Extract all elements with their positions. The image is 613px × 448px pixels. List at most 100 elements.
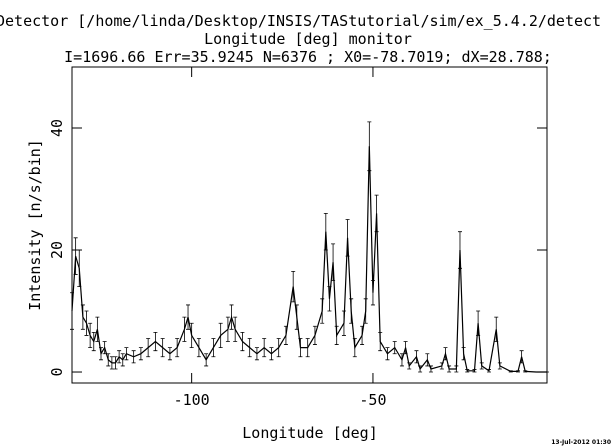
error-bar	[269, 347, 274, 361]
error-bar	[345, 219, 350, 257]
x-tick-label: -50	[359, 391, 386, 409]
error-bar	[291, 270, 296, 303]
error-bar	[327, 286, 332, 312]
error-bar	[407, 362, 412, 370]
error-bar	[113, 356, 118, 370]
error-bar	[95, 316, 100, 342]
error-bar	[486, 369, 491, 373]
y-tick-label: 20	[48, 241, 66, 259]
error-bar	[186, 304, 191, 330]
error-bar	[439, 362, 444, 370]
error-bar	[211, 338, 216, 358]
chart-subtitle: Longitude [deg] monitor	[204, 30, 412, 48]
error-bar	[102, 341, 107, 355]
error-bar	[262, 338, 267, 358]
error-bar	[131, 350, 136, 364]
error-bar	[334, 325, 339, 345]
error-bar	[305, 338, 310, 358]
data-line	[71, 146, 547, 373]
error-bar	[153, 331, 158, 352]
error-bar	[175, 338, 180, 358]
error-bar	[323, 213, 328, 251]
error-bar	[298, 338, 303, 358]
error-bar	[294, 304, 299, 330]
error-bar	[523, 370, 528, 373]
error-bar	[229, 304, 234, 330]
error-bar	[360, 325, 365, 345]
error-bar	[99, 347, 104, 361]
error-bar	[479, 362, 484, 370]
error-bar	[182, 316, 187, 342]
error-bar	[283, 325, 288, 345]
error-bar	[352, 338, 357, 358]
error-bar	[399, 353, 404, 367]
plot-frame	[71, 66, 548, 384]
error-bar	[160, 338, 165, 358]
error-bar	[117, 350, 122, 364]
error-bar	[80, 304, 85, 330]
error-bar	[320, 298, 325, 324]
error-bar	[447, 365, 452, 373]
error-bar	[138, 347, 143, 361]
error-bar	[418, 365, 423, 373]
error-bar	[225, 316, 230, 342]
x-axis-label: Longitude [deg]	[242, 424, 377, 442]
error-bar	[312, 325, 317, 345]
error-bar	[196, 338, 201, 358]
x-tick-label: -100	[174, 391, 210, 409]
error-bar	[218, 322, 223, 349]
error-bar	[370, 280, 375, 306]
error-bar	[120, 353, 125, 367]
error-bar	[497, 362, 502, 370]
y-tick-label: 0	[48, 368, 66, 377]
error-bar	[146, 338, 151, 358]
error-bar	[414, 350, 419, 364]
error-bar	[276, 338, 281, 358]
y-axis-label: Intensity [n/s/bin]	[26, 139, 44, 311]
chart-title: Detector [/home/linda/Desktop/INSIS/TASt…	[0, 12, 601, 30]
y-tick-label: 40	[48, 119, 66, 137]
error-bar	[70, 292, 74, 330]
error-bar	[367, 121, 372, 172]
error-bar	[189, 322, 194, 349]
error-bar	[457, 231, 462, 269]
error-bar	[494, 316, 499, 342]
error-bar	[240, 331, 245, 352]
error-bar	[403, 341, 408, 355]
error-bar	[428, 365, 433, 373]
error-bar	[73, 237, 78, 275]
stats-line: I=1696.66 Err=35.9245 N=6376 ; X0=-78.70…	[64, 48, 552, 66]
error-bar	[88, 322, 93, 349]
error-bar	[454, 365, 459, 373]
timestamp: 13-Jul-2012 01:30	[551, 439, 611, 446]
error-bar	[106, 353, 111, 367]
error-bar	[341, 310, 346, 336]
error-bar	[385, 347, 390, 361]
error-bar	[425, 353, 430, 367]
error-bar	[109, 356, 114, 370]
error-bar	[167, 347, 172, 361]
error-bar	[233, 316, 238, 342]
error-bar	[84, 310, 89, 336]
error-bar	[378, 331, 383, 352]
error-bar	[472, 369, 477, 373]
error-bar	[363, 298, 368, 324]
error-bar	[465, 369, 470, 373]
error-bar	[374, 194, 379, 233]
error-bar	[204, 353, 209, 367]
error-bar	[124, 347, 129, 361]
error-bar	[254, 347, 259, 361]
error-bar	[476, 310, 481, 336]
error-bar	[519, 350, 524, 364]
error-bar	[508, 370, 513, 373]
error-bar	[461, 347, 466, 361]
error-bar	[515, 370, 520, 373]
error-bar	[247, 338, 252, 358]
error-bar	[91, 331, 96, 352]
error-bar	[349, 298, 354, 324]
error-bar	[331, 243, 336, 281]
error-bar	[77, 249, 82, 288]
error-bar	[392, 341, 397, 355]
error-bar	[443, 347, 448, 361]
